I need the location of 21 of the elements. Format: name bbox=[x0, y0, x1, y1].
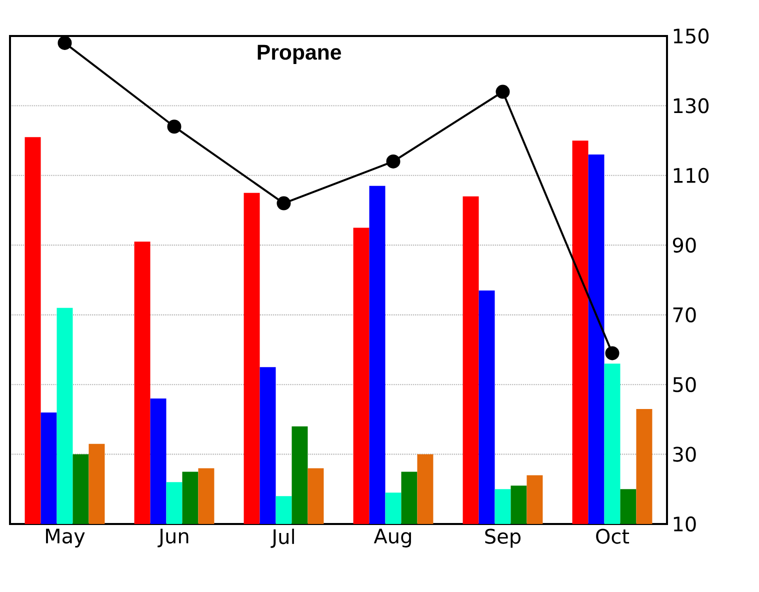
point bbox=[386, 154, 400, 168]
x-tick-label: Oct bbox=[596, 528, 630, 544]
point bbox=[605, 346, 620, 360]
y-tick-label: 70 bbox=[673, 307, 696, 322]
point bbox=[167, 120, 182, 134]
y-tick-label: 130 bbox=[674, 98, 709, 114]
x-tick-label: Aug bbox=[374, 528, 411, 548]
x-tick-label: Jun bbox=[158, 528, 188, 548]
point bbox=[276, 196, 291, 210]
point bbox=[58, 36, 72, 50]
x-tick-label: May bbox=[46, 528, 85, 548]
point bbox=[496, 84, 510, 99]
y-tick-label: 110 bbox=[674, 168, 709, 183]
x-tick-label: Jul bbox=[270, 528, 294, 548]
y-tick-label: 50 bbox=[673, 377, 696, 392]
x-tick-label: Sep bbox=[485, 528, 521, 548]
chart-title: Propane bbox=[258, 44, 342, 64]
y-tick-label: 10 bbox=[674, 516, 696, 532]
y-tick-label: 30 bbox=[673, 446, 696, 462]
y-tick-label: 150 bbox=[674, 28, 709, 44]
y-tick-label: 90 bbox=[672, 238, 696, 253]
